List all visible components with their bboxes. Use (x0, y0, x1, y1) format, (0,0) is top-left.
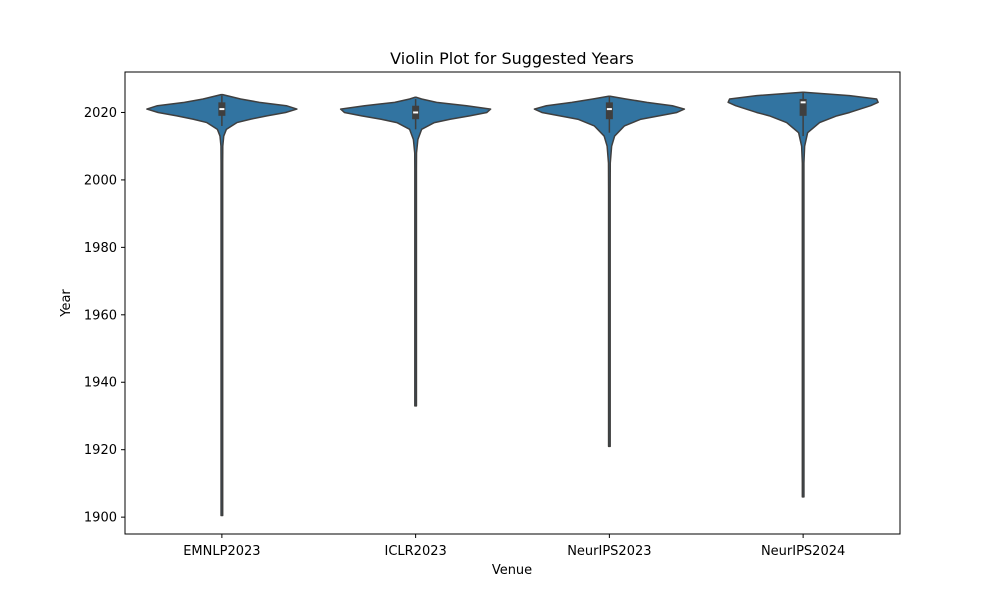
violins-group (146, 91, 879, 517)
violin-body-ICLR2023 (339, 96, 492, 407)
y-tick-label-1960: 1960 (84, 308, 117, 323)
x-axis: EMNLP2023 ICLR2023 NeurIPS2023 NeurIPS2024 (183, 534, 845, 559)
violin-body-EMNLP2023 (146, 93, 298, 517)
violin-NeurIPS2024 (727, 91, 879, 498)
x-tick-label-ICLR2023: ICLR2023 (384, 544, 446, 559)
violin-EMNLP2023 (146, 93, 298, 517)
y-axis: 1900 1920 1940 1960 1980 2000 2020 (84, 106, 125, 526)
chart-title: Violin Plot for Suggested Years (390, 49, 634, 68)
plot-area-frame (124, 71, 901, 535)
violin-ICLR2023 (339, 96, 492, 407)
x-tick-label-EMNLP2023: EMNLP2023 (183, 544, 260, 559)
violin-iqr-box-NeurIPS2023 (605, 102, 613, 120)
x-tick-label-NeurIPS2023: NeurIPS2023 (567, 544, 651, 559)
y-tick-label-1980: 1980 (84, 241, 117, 256)
y-tick-label-1920: 1920 (84, 443, 117, 458)
y-tick-label-2020: 2020 (84, 106, 117, 121)
y-tick-label-1900: 1900 (84, 511, 117, 526)
y-tick-label-1940: 1940 (84, 376, 117, 391)
x-axis-label: Venue (492, 563, 532, 578)
y-axis-label: Year (59, 289, 74, 318)
x-tick-label-NeurIPS2024: NeurIPS2024 (761, 544, 845, 559)
violin-NeurIPS2023 (533, 95, 686, 448)
violin-iqr-box-NeurIPS2024 (799, 98, 807, 116)
violin-body-NeurIPS2024 (727, 91, 879, 498)
violin-body-NeurIPS2023 (533, 95, 686, 448)
y-tick-label-2000: 2000 (84, 173, 117, 188)
